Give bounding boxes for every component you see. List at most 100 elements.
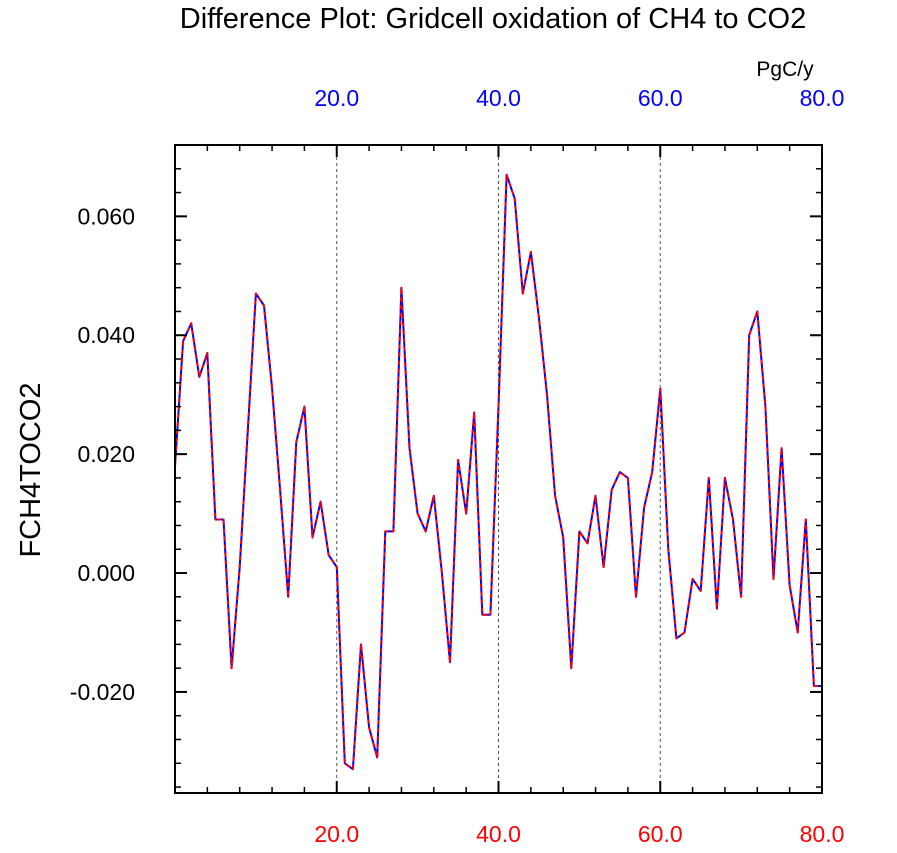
data-point (368, 726, 370, 729)
data-point (659, 387, 662, 390)
data-point (562, 536, 565, 539)
data-point (610, 488, 613, 491)
data-point (578, 530, 581, 533)
data-point (190, 322, 193, 325)
grid-lines (336, 145, 661, 793)
x-tick-label-bottom: 60.0 (638, 821, 683, 847)
chart-title: Difference Plot: Gridcell oxidation of C… (180, 3, 806, 35)
data-point (238, 566, 241, 568)
data-point (732, 518, 734, 521)
data-point (529, 251, 532, 253)
data-point (214, 518, 217, 521)
data-point (788, 584, 791, 586)
series-line-series_b (175, 173, 822, 771)
x-tick-label-bottom: 80.0 (800, 821, 845, 847)
data-point (489, 613, 492, 616)
data-point (457, 459, 459, 461)
data-point (279, 488, 282, 491)
data-point (740, 595, 743, 598)
y-tick-label: -0.020 (70, 679, 135, 705)
data-point (311, 536, 314, 539)
data-point (384, 530, 387, 533)
data-point (796, 631, 799, 634)
data-point (683, 631, 686, 634)
data-point (449, 661, 451, 664)
data-point (343, 762, 346, 765)
data-point (198, 375, 201, 378)
data-point (570, 667, 573, 670)
x-tick-label-bottom: 20.0 (314, 821, 359, 847)
data-point (667, 548, 670, 551)
data-point (360, 643, 362, 646)
data-point (513, 197, 516, 200)
x-tick-label-top: 80.0 (800, 85, 845, 111)
data-point (699, 589, 702, 592)
y-tick-label: 0.040 (77, 322, 135, 348)
x-tick-label-top: 40.0 (476, 85, 521, 111)
data-point (764, 405, 767, 408)
data-point (772, 578, 775, 580)
data-point (416, 512, 419, 515)
data-point (473, 411, 476, 414)
data-point (691, 578, 694, 580)
y-tick-label: 0.020 (77, 441, 135, 467)
data-point (546, 393, 548, 396)
data-point (594, 494, 597, 497)
data-point (675, 637, 678, 640)
data-point (408, 447, 411, 450)
x-tick-label-bottom: 40.0 (476, 821, 521, 847)
data-point (432, 494, 435, 497)
data-point (254, 292, 257, 295)
data-point (780, 447, 783, 450)
data-point (715, 607, 718, 610)
data-point (376, 756, 379, 759)
data-point (554, 494, 557, 497)
data-point (651, 471, 654, 473)
data-point (602, 566, 605, 568)
y-tick-label: 0.060 (77, 203, 135, 229)
data-point (497, 405, 500, 408)
data-point (206, 352, 209, 354)
data-point (627, 477, 629, 479)
data-point (586, 542, 589, 545)
y-axis-label: FCH4TOCO2 (15, 382, 47, 557)
x-tick-label-top: 60.0 (638, 85, 683, 111)
data-point (295, 441, 298, 444)
data-point (481, 613, 484, 616)
data-point (538, 316, 540, 319)
data-point (505, 173, 508, 176)
data-point (635, 595, 637, 598)
data-point (813, 685, 815, 687)
data-point (303, 405, 306, 408)
data-point (521, 292, 524, 295)
data-point (392, 530, 395, 533)
data-point (618, 471, 621, 473)
data-point (748, 334, 751, 337)
data-point (230, 667, 233, 670)
data-point (400, 286, 403, 289)
units-label: PgC/y (756, 58, 814, 81)
data-point (327, 554, 330, 557)
data-point (756, 310, 759, 313)
x-tick-label-top: 20.0 (314, 85, 359, 111)
data-point (643, 506, 645, 509)
data-point (424, 530, 427, 533)
data-point (804, 518, 807, 521)
y-tick-label: 0.000 (77, 560, 135, 586)
data-point (222, 518, 225, 521)
data-point (319, 500, 322, 503)
data-point (724, 477, 726, 479)
data-point (440, 572, 443, 574)
data-point (465, 512, 468, 515)
axis-ticks (175, 145, 823, 793)
data-point (263, 304, 265, 307)
data-point (707, 477, 710, 479)
data-point (271, 387, 273, 390)
tick-labels: 20.0 20.0 40.0 40.0 60.0 60.0 80.0 80.0 -0.020 0.… (70, 85, 845, 847)
data-point (182, 340, 184, 343)
data-point (246, 429, 249, 432)
data-point (352, 768, 354, 771)
data-point (287, 595, 290, 598)
data-point (335, 566, 338, 568)
